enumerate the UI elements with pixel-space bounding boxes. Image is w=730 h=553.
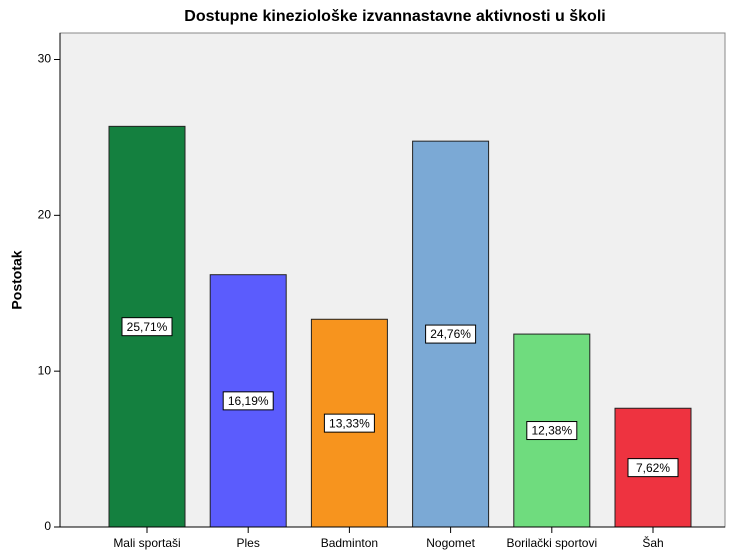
value-label: 24,76% — [430, 327, 471, 341]
value-label: 13,33% — [329, 416, 370, 430]
x-tick-label: Nogomet — [426, 536, 475, 550]
y-axis-label: Postotak — [9, 250, 25, 309]
x-tick-label: Šah — [642, 535, 663, 550]
x-tick-label: Mali sportaši — [113, 536, 180, 550]
value-label-box — [222, 391, 274, 411]
value-label: 16,19% — [228, 394, 269, 408]
value-label: 12,38% — [531, 424, 572, 438]
value-label-box — [627, 458, 679, 478]
y-tick-label: 30 — [38, 52, 52, 66]
y-tick-label: 10 — [38, 363, 52, 377]
value-label: 7,62% — [636, 461, 670, 475]
chart-title: Dostupne kineziološke izvannastavne akti… — [184, 8, 605, 25]
value-label: 25,71% — [127, 320, 168, 334]
value-label-box — [526, 421, 578, 441]
y-tick-label: 20 — [38, 207, 52, 221]
value-label-box — [323, 413, 375, 433]
value-label-box — [425, 324, 477, 344]
y-tick-label: 0 — [44, 519, 51, 533]
x-tick-label: Ples — [237, 536, 260, 550]
x-tick-label: Borilački sportovi — [506, 536, 597, 550]
x-tick-label: Badminton — [321, 536, 378, 550]
value-label-box — [121, 317, 173, 337]
